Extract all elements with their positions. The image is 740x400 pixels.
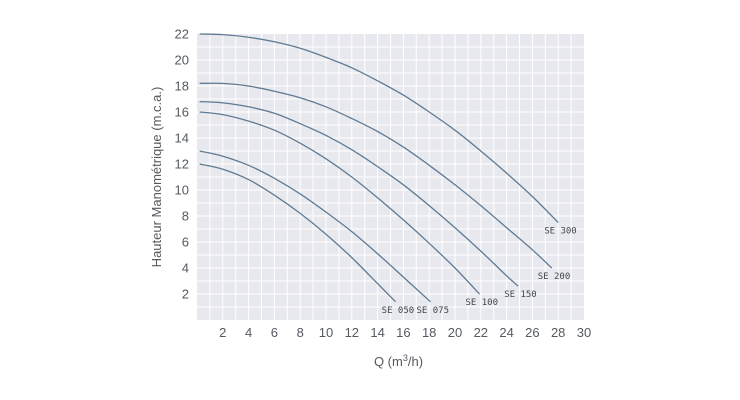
curve-se-200 [199,82,553,269]
y-tick-label: 22 [175,27,189,42]
x-tick-label: 6 [271,325,278,340]
x-tick-label: 22 [474,325,488,340]
x-tick-label: 2 [219,325,226,340]
y-tick-labels: 2 4 6 8 10 12 14 16 18 20 22 [175,27,189,302]
series-label-se-100: SE 100 [466,298,499,308]
x-tick-label: 26 [525,325,539,340]
y-tick-label: 20 [175,53,189,68]
x-tick-label: 4 [245,325,252,340]
grid-lines [197,34,584,320]
curve-se-100 [199,111,480,295]
y-tick-label: 2 [182,287,189,302]
curve-se-300 [199,33,559,223]
x-tick-label: 16 [396,325,410,340]
x-axis-title-prefix: Q (m [374,354,403,369]
x-tick-labels: 2 4 6 8 10 12 14 16 18 20 22 24 26 28 30 [219,325,591,340]
x-tick-label: 14 [370,325,384,340]
y-tick-label: 14 [175,131,189,146]
y-tick-label: 12 [175,157,189,172]
y-tick-label: 16 [175,105,189,120]
series-label-se-075: SE 075 [416,306,449,316]
x-axis-title-superscript: 3 [403,353,408,363]
y-tick-label: 10 [175,183,189,198]
x-tick-label: 10 [319,325,333,340]
x-tick-label: 8 [297,325,304,340]
y-axis-title: Hauteur Manométrique (m.c.a.) [149,87,164,268]
series-label-se-050: SE 050 [382,306,415,316]
curve-se-150 [199,100,519,287]
y-tick-label: 4 [182,261,189,276]
x-tick-label: 18 [422,325,436,340]
x-tick-label: 30 [577,325,591,340]
curve-se-075 [199,150,431,303]
series-label-se-200: SE 200 [538,272,571,282]
series-label-se-150: SE 150 [504,290,537,300]
x-tick-label: 28 [551,325,565,340]
x-axis-title: Q (m3/h) [374,353,423,369]
series-label-se-300: SE 300 [544,227,577,237]
x-axis-title-suffix: /h) [408,354,423,369]
curve-se-050 [199,163,397,303]
series-curves [199,33,559,303]
x-tick-label: 12 [345,325,359,340]
x-tick-label: 24 [499,325,513,340]
x-tick-label: 20 [448,325,462,340]
y-tick-label: 8 [182,209,189,224]
y-tick-label: 6 [182,235,189,250]
y-tick-label: 18 [175,79,189,94]
